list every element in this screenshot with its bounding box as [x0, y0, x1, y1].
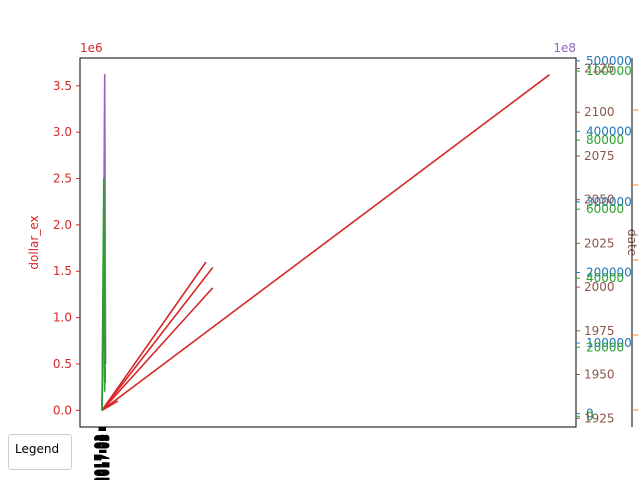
- x-tick-label: 2017-03: [93, 434, 107, 480]
- right-offset-text: 1e8: [553, 41, 576, 55]
- green-axis-tick-label: 100000: [586, 64, 632, 78]
- x-tick-label: 2017-06: [95, 434, 109, 480]
- x-tick-label: 2017-04: [98, 434, 112, 480]
- x-tick-label: 2017-01: [92, 434, 106, 480]
- brown-axis-tick-label: 2125: [584, 61, 615, 75]
- left-tick-label: 0.5: [53, 357, 72, 371]
- x-tick-label: 2017-05: [94, 434, 108, 480]
- blue-axis-tick-label: 300000: [586, 195, 632, 209]
- x-tick-label: 2017-08: [96, 434, 110, 480]
- blue-axis-tick-label: 0: [586, 407, 594, 421]
- green-axis-tick-label: 60000: [586, 202, 624, 216]
- blue-axis-tick-label: 400000: [586, 124, 632, 138]
- brown-axis-tick-label: 1950: [584, 368, 615, 382]
- x-tick-label: 2017-03: [98, 434, 112, 480]
- series-line-3: [101, 287, 214, 411]
- green-axis-tick-label: 20000: [586, 340, 624, 354]
- left-axis-label: dollar_ex: [27, 215, 41, 269]
- series-line-2: [101, 267, 214, 411]
- green-axis-tick-label: 80000: [586, 133, 624, 147]
- series-line-7: [101, 177, 106, 411]
- left-tick-label: 1.0: [53, 311, 72, 325]
- brown-axis-tick-label: 1975: [584, 324, 615, 338]
- x-tick-label: 2017-02: [93, 434, 107, 480]
- green-axis-tick-label: 0: [586, 409, 594, 423]
- left-tick-label: 3.5: [53, 79, 72, 93]
- left-tick-label: 3.0: [53, 125, 72, 139]
- x-tick-label: 2017-09: [96, 434, 110, 480]
- brown-axis-tick-label: 2025: [584, 236, 615, 250]
- brown-axis-tick-label: 1925: [584, 411, 615, 425]
- series-line-4: [101, 400, 119, 411]
- x-tick-label: 2017-07: [95, 434, 109, 480]
- x-tick-label: 2017-05: [99, 434, 113, 480]
- brown-axis-tick-label: 2050: [584, 193, 615, 207]
- legend: Legend: [8, 434, 72, 470]
- blue-axis-tick-label: 200000: [586, 265, 632, 279]
- brown-axis-tick-label: 2000: [584, 280, 615, 294]
- left-tick-label: 2.0: [53, 218, 72, 232]
- legend-title: Legend: [15, 442, 60, 456]
- left-offset-text: 1e6: [80, 41, 103, 55]
- left-tick-label: 1.5: [53, 264, 72, 278]
- x-tick-label: 2017-02: [97, 434, 111, 480]
- green-axis-tick-label: 40000: [586, 271, 624, 285]
- brown-axis-tick-label: 2100: [584, 105, 615, 119]
- blue-axis-tick-label: 500000: [586, 54, 632, 68]
- series-line-1: [101, 261, 207, 411]
- left-tick-label: 0.0: [53, 403, 72, 417]
- blue-axis-tick-label: 100000: [586, 336, 632, 350]
- brown-axis-tick-label: 2075: [584, 149, 615, 163]
- x-tick-label: 2017-04: [94, 434, 108, 480]
- left-tick-label: 2.5: [53, 172, 72, 186]
- x-tick-label: 2017-01: [97, 434, 111, 480]
- series-line-0: [101, 74, 550, 411]
